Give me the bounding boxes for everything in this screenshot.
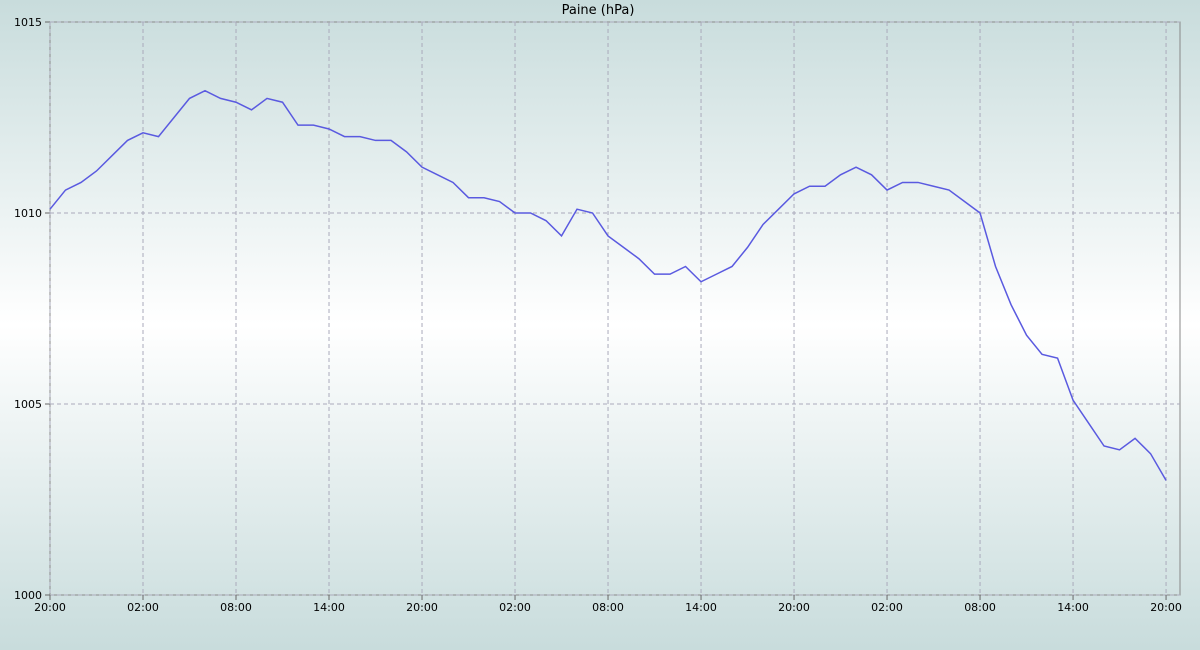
- y-tick-label: 1000: [14, 589, 42, 602]
- plot-frame: [49, 21, 1181, 596]
- series-line: [49, 89, 1167, 481]
- x-tick-label: 14:00: [1057, 601, 1089, 614]
- x-tick-label: 14:00: [685, 601, 717, 614]
- x-tick-label: 08:00: [220, 601, 252, 614]
- x-tick-label: 20:00: [778, 601, 810, 614]
- x-tick-label: 20:00: [1150, 601, 1182, 614]
- x-tick-label: 14:00: [313, 601, 345, 614]
- x-tick-label: 02:00: [499, 601, 531, 614]
- x-tick-label: 08:00: [592, 601, 624, 614]
- x-tick-label: 02:00: [871, 601, 903, 614]
- y-tick-label: 1005: [14, 398, 42, 411]
- x-tick-label: 02:00: [127, 601, 159, 614]
- x-tick-label: 08:00: [964, 601, 996, 614]
- x-tick-label: 20:00: [34, 601, 66, 614]
- x-tick-label: 20:00: [406, 601, 438, 614]
- y-tick-label: 1015: [14, 16, 42, 29]
- y-tick-label: 1010: [14, 207, 42, 220]
- chart-title: Paine (hPa): [562, 3, 635, 18]
